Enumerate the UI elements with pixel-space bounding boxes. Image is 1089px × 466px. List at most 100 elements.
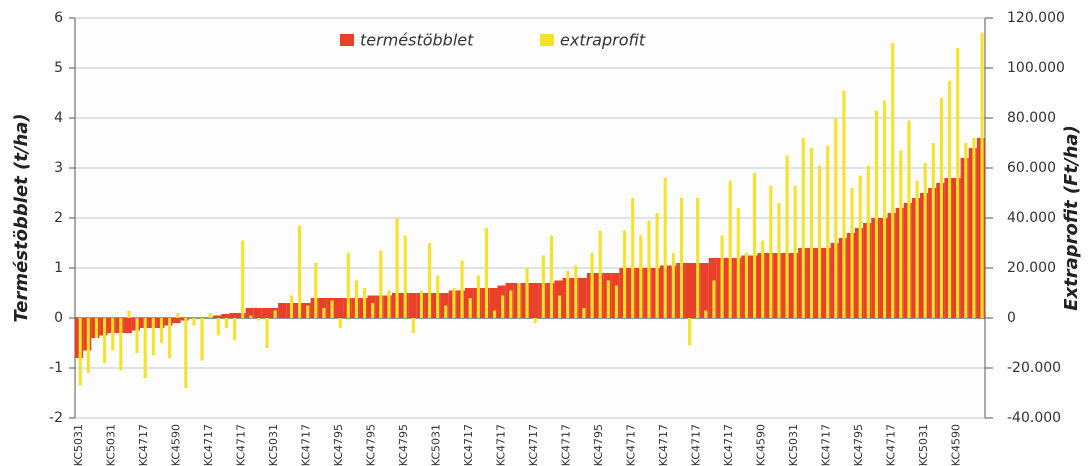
bar <box>395 218 399 318</box>
bar <box>899 150 903 318</box>
bar <box>501 295 505 318</box>
y-tick-label: 3 <box>54 160 63 176</box>
x-tick-label: DKC4795 <box>332 424 345 466</box>
bar <box>444 305 448 318</box>
bar <box>639 235 643 318</box>
y2-tick-label: 100.000 <box>1007 60 1065 76</box>
bar <box>419 290 423 318</box>
bar <box>530 283 539 318</box>
bar <box>801 138 805 318</box>
bar <box>915 180 919 318</box>
bar <box>119 318 123 371</box>
x-tick-label: DKC5031 <box>917 424 930 466</box>
bar <box>489 288 498 318</box>
bar <box>777 203 781 318</box>
bar <box>168 318 172 358</box>
bar <box>574 265 578 318</box>
bar <box>700 263 709 318</box>
x-tick-label: DKC5031 <box>787 424 800 466</box>
bar <box>578 278 587 318</box>
legend-label: extraprofit <box>560 31 646 50</box>
bar <box>923 163 927 318</box>
bar <box>980 33 984 318</box>
bar <box>172 318 181 323</box>
bar <box>655 213 659 318</box>
bar <box>452 288 456 318</box>
y2-tick-label: -20.000 <box>1007 360 1061 376</box>
bar <box>387 290 391 318</box>
bar <box>403 235 407 318</box>
y2-tick-label: 60.000 <box>1007 160 1056 176</box>
x-tick-label: DKC4590 <box>170 424 183 466</box>
bar <box>143 318 147 378</box>
x-tick-label: DKC4795 <box>365 424 378 466</box>
bar <box>582 308 586 318</box>
x-tick-label: DKC4717 <box>202 424 215 466</box>
bar <box>468 298 472 318</box>
x-tick-label: DKC4717 <box>235 424 248 466</box>
bar <box>94 318 98 338</box>
bar <box>411 318 415 333</box>
x-tick-label: DKC5031 <box>267 424 280 466</box>
bar <box>460 260 464 318</box>
bar <box>184 318 188 388</box>
bar <box>224 318 228 328</box>
bar <box>525 268 529 318</box>
bar <box>111 318 115 351</box>
y2-tick-label: 80.000 <box>1007 110 1056 126</box>
bar <box>712 280 716 318</box>
bar <box>549 235 553 318</box>
bar <box>614 285 618 318</box>
y-tick-label: 1 <box>54 260 63 276</box>
x-tick-label: DKC4717 <box>625 424 638 466</box>
bar <box>753 173 757 318</box>
bar <box>229 313 238 318</box>
bar <box>176 313 180 318</box>
bar <box>907 120 911 318</box>
bar <box>744 253 748 318</box>
bar <box>363 288 367 318</box>
bar <box>78 318 82 386</box>
bar <box>298 225 302 318</box>
bar <box>623 230 627 318</box>
bar <box>598 230 602 318</box>
bar <box>330 300 334 318</box>
x-tick-label: DKC4717 <box>885 424 898 466</box>
bar <box>428 243 432 318</box>
bar <box>200 318 204 361</box>
bar <box>278 303 287 318</box>
bar <box>371 303 375 318</box>
bar <box>208 313 212 318</box>
x-tick-label: DKC4795 <box>397 424 410 466</box>
x-tick-label: DKC4795 <box>592 424 605 466</box>
bar <box>436 275 440 318</box>
bar <box>213 315 222 318</box>
bar <box>314 263 318 318</box>
bar <box>834 118 838 318</box>
bar <box>493 310 497 318</box>
bar <box>265 318 269 348</box>
y2-tick-label: 120.000 <box>1007 10 1065 26</box>
x-tick-label: DKC4795 <box>852 424 865 466</box>
bar <box>736 208 740 318</box>
bar <box>809 148 813 318</box>
x-tick-label: DKC4717 <box>137 424 150 466</box>
bar <box>891 43 895 318</box>
bar <box>769 185 773 318</box>
bar <box>354 280 358 318</box>
y-tick-label: -1 <box>49 360 63 376</box>
bar <box>127 310 131 318</box>
bar <box>245 308 254 318</box>
bar <box>159 318 163 343</box>
bar <box>704 310 708 318</box>
bar <box>476 275 480 318</box>
bar <box>793 185 797 318</box>
bar <box>964 143 968 318</box>
y2-axis-title: Extraprofit (Ft/ha) <box>1061 125 1082 311</box>
x-tick-label: DKC5031 <box>105 424 118 466</box>
bar <box>566 270 570 318</box>
bar <box>533 318 537 323</box>
bar <box>338 318 342 328</box>
bar <box>606 280 610 318</box>
y2-tick-label: 20.000 <box>1007 260 1056 276</box>
